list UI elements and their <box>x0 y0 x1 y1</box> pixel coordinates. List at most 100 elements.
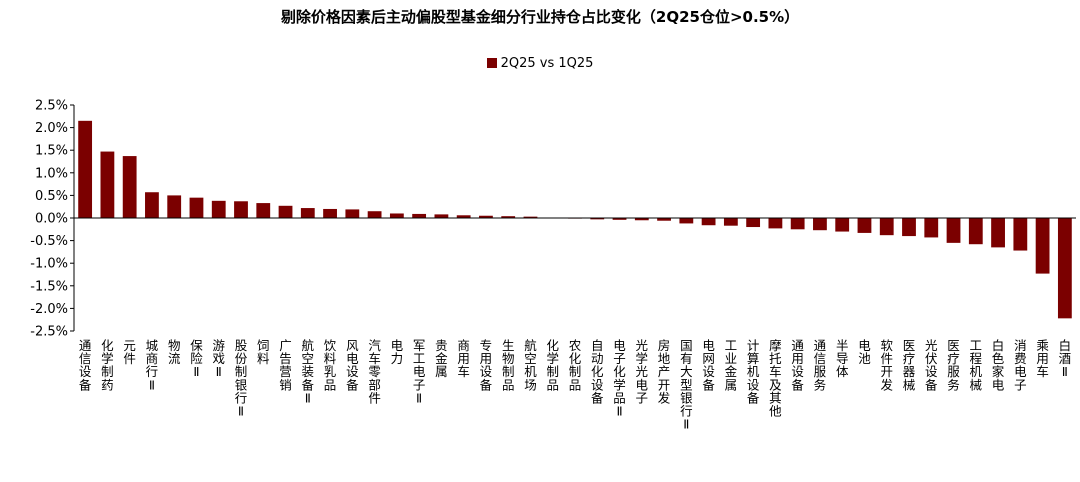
category-label: 自动化设备 <box>591 338 604 405</box>
category-label: 游戏 Ⅱ <box>212 338 225 379</box>
category-label: 航空装备 Ⅱ <box>302 338 315 405</box>
category-label: 饲料 <box>257 338 270 366</box>
category-label: 工程机械 <box>970 338 983 392</box>
bar-18 <box>456 215 471 218</box>
y-tick-label: 1.0% <box>35 166 68 181</box>
category-label: 化学制品 <box>546 338 559 392</box>
bar-31 <box>746 218 761 228</box>
bar-13 <box>345 209 360 218</box>
category-label: 军工电子 Ⅱ <box>413 338 426 405</box>
category-label: 化学制药 <box>101 338 114 392</box>
category-label: 半导体 <box>836 338 849 379</box>
bar-37 <box>879 218 894 236</box>
category-label: 白色家电 <box>992 338 1005 392</box>
category-label: 保险 Ⅱ <box>190 338 203 379</box>
category-label: 专用设备 <box>480 338 493 392</box>
category-label: 工业金属 <box>725 338 738 392</box>
bar-35 <box>835 218 850 232</box>
category-label: 电网设备 <box>702 338 715 392</box>
bar-36 <box>857 218 872 233</box>
bar-14 <box>367 211 382 218</box>
y-tick-label: -0.5% <box>30 234 68 249</box>
bar-29 <box>701 218 716 226</box>
category-label: 通信服务 <box>814 338 827 392</box>
bar-27 <box>657 218 671 221</box>
bar-7 <box>211 200 226 218</box>
category-label: 房地产开发 <box>658 338 671 405</box>
category-label: 风电设备 <box>346 338 359 392</box>
y-tick-label: 2.0% <box>35 121 68 136</box>
bar-3 <box>122 156 137 218</box>
category-label: 元件 <box>123 338 136 366</box>
category-label: 国有大型银行 Ⅱ <box>680 338 693 432</box>
category-label: 消费电子 <box>1014 338 1027 392</box>
legend: 2Q25 vs 1Q25 <box>0 56 1080 71</box>
bar-38 <box>902 218 916 237</box>
category-label: 广告营销 <box>279 338 292 392</box>
bar-33 <box>790 218 805 230</box>
bar-16 <box>412 213 427 218</box>
y-tick-label: 0.0% <box>35 212 68 227</box>
bar-2 <box>100 151 115 218</box>
category-label: 贵金属 <box>435 338 448 379</box>
category-label: 农化制品 <box>569 338 582 392</box>
bar-34 <box>813 218 827 231</box>
category-label: 电力 <box>391 338 404 366</box>
category-label: 通信设备 <box>79 338 92 392</box>
bar-43 <box>1013 218 1028 251</box>
bar-24 <box>590 218 605 220</box>
bar-10 <box>278 205 293 218</box>
bar-6 <box>189 197 204 218</box>
category-label: 汽车零部件 <box>368 338 381 405</box>
category-label: 医疗服务 <box>947 338 960 392</box>
category-label: 乘用车 <box>1036 338 1049 379</box>
chart-title: 剔除价格因素后主动偏股型基金细分行业持仓占比变化（2Q25仓位>0.5%） <box>280 8 800 26</box>
y-tick-label: 2.5% <box>35 99 68 114</box>
bar-19 <box>479 215 493 218</box>
bar-17 <box>434 214 449 218</box>
y-tick-label: -1.5% <box>30 279 68 294</box>
category-label: 摩托车及其他 <box>769 338 782 419</box>
bar-15 <box>389 213 404 218</box>
bar-39 <box>924 218 939 238</box>
y-tick-label: 1.5% <box>35 144 68 159</box>
legend-label: 2Q25 vs 1Q25 <box>500 56 594 71</box>
bar-41 <box>968 218 983 245</box>
bar-30 <box>723 218 738 226</box>
bar-45 <box>1057 218 1072 319</box>
category-label: 医疗器械 <box>903 338 916 392</box>
y-tick-label: 0.5% <box>35 189 68 204</box>
bar-8 <box>234 201 248 218</box>
category-label: 物流 <box>168 338 181 366</box>
bar-11 <box>300 208 315 218</box>
category-label: 通用设备 <box>791 338 804 392</box>
y-tick-label: -2.5% <box>30 325 68 340</box>
bar-44 <box>1035 218 1050 274</box>
bar-4 <box>145 192 159 218</box>
bar-9 <box>256 203 271 218</box>
bar-42 <box>991 218 1005 248</box>
bar-25 <box>612 218 627 220</box>
category-label: 股份制银行 Ⅱ <box>235 338 248 419</box>
bar-5 <box>167 195 182 218</box>
bar-12 <box>323 208 337 218</box>
legend-swatch <box>486 58 497 68</box>
category-label: 饮料乳品 <box>324 338 337 392</box>
bar-21 <box>523 216 538 218</box>
bar-26 <box>634 218 649 221</box>
bar-20 <box>501 216 516 218</box>
bar-32 <box>768 218 783 229</box>
category-label: 航空机场 <box>524 338 537 392</box>
category-label: 商用车 <box>457 338 470 379</box>
category-label: 城商行 Ⅱ <box>146 338 159 392</box>
category-label: 生物制品 <box>502 338 515 392</box>
bar-28 <box>679 218 694 224</box>
y-tick-label: -2.0% <box>30 302 68 317</box>
category-label: 电子化学品 Ⅱ <box>613 338 626 419</box>
category-label: 软件开发 <box>880 338 893 392</box>
category-label: 光伏设备 <box>925 338 938 392</box>
bar-40 <box>946 218 961 243</box>
y-tick-label: -1.0% <box>30 257 68 272</box>
bar-1 <box>78 120 93 218</box>
